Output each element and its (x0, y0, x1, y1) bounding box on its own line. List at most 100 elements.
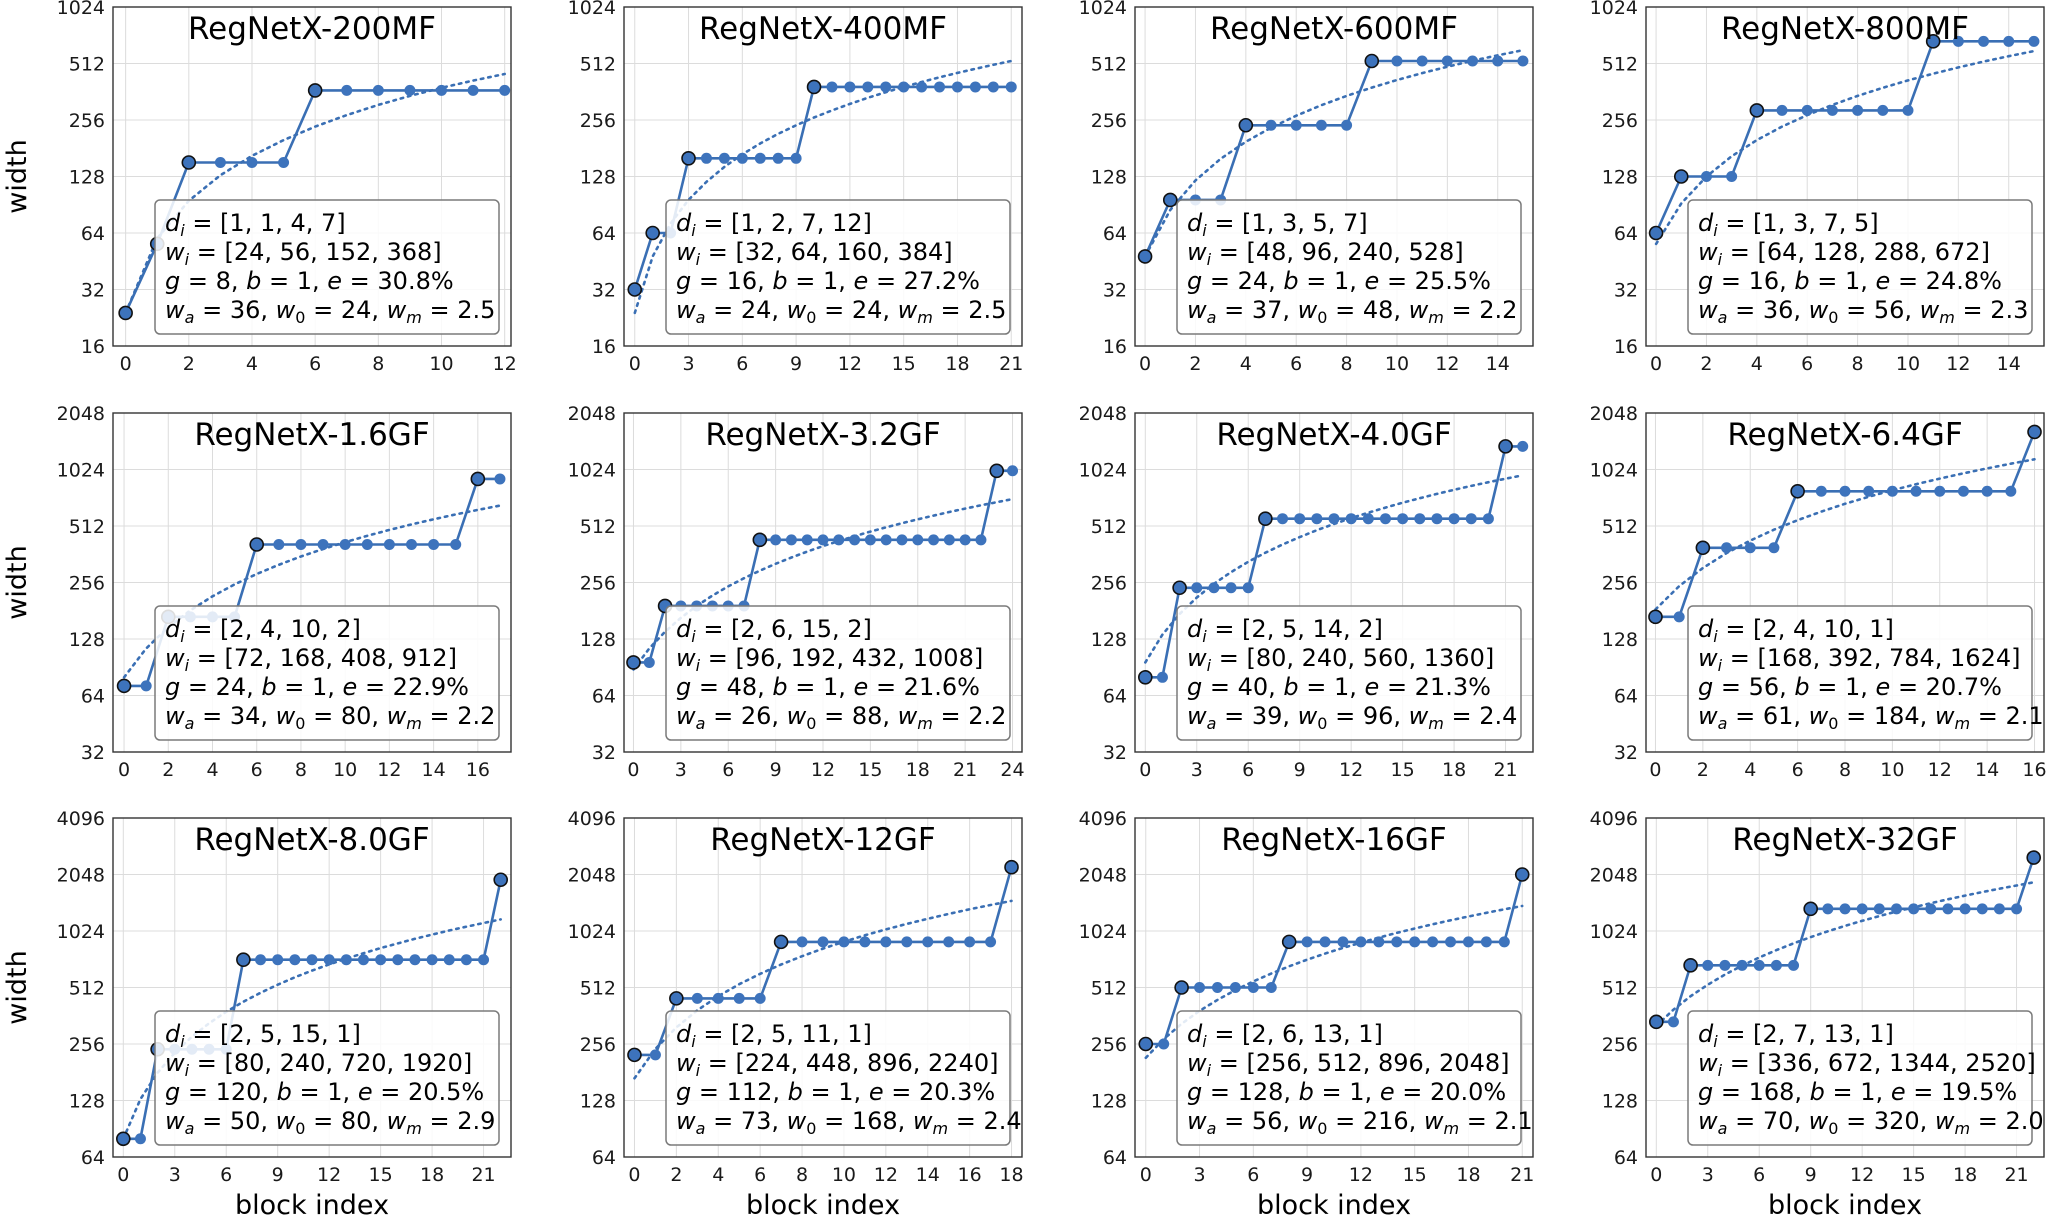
plot-frame (1645, 817, 2045, 1158)
y-tick-label: 2048 (57, 865, 105, 887)
y-tick-label: 256 (1602, 573, 1638, 595)
y-tick-label: 512 (1602, 54, 1638, 76)
chart-panel-12: 0 3 6 9 12 15 18 21 64 128 256 512 1024 2048 4096 RegNe… (1590, 808, 2045, 1221)
y-tick-label: 512 (580, 54, 616, 76)
y-tick-label: 1024 (57, 0, 105, 19)
x-tick-label: 12 (493, 353, 517, 375)
x-tick-label: 12 (1928, 759, 1952, 781)
width-point (1952, 35, 1964, 47)
y-tick-label: 128 (1091, 1091, 1127, 1113)
width-point (1158, 1038, 1170, 1050)
width-point (1007, 465, 1019, 477)
annotation-params: g = 56, b = 1, e = 20.7% (1698, 673, 2002, 701)
width-point (649, 1049, 661, 1061)
annotation-box (1687, 605, 2033, 741)
width-point (273, 539, 285, 551)
y-tick-label: 64 (1614, 223, 1638, 245)
stage-start-point (1673, 169, 1689, 184)
y-tick-label: 512 (1091, 54, 1127, 76)
x-tick-label: 6 (722, 759, 734, 781)
plot-frame (112, 412, 512, 753)
annotation-params: g = 168, b = 1, e = 19.5% (1698, 1078, 2017, 1106)
x-tick-label: 14 (1997, 353, 2021, 375)
plot-frame (1134, 6, 1534, 347)
chart-title: RegNetX-1.6GF (194, 417, 429, 453)
width-point (1311, 513, 1323, 525)
annotation-box (1176, 199, 1522, 335)
width-point (1319, 936, 1331, 948)
chart-title: RegNetX-8.0GF (194, 822, 429, 858)
stage-start-point (470, 471, 486, 487)
y-tick-label: 16 (1103, 336, 1127, 358)
y-tick-label: 128 (69, 167, 105, 189)
x-tick-label: 12 (874, 1164, 898, 1186)
width-point (1362, 513, 1374, 525)
width-point (1976, 903, 1988, 915)
width-point (1993, 903, 2005, 915)
x-tick-label: 21 (999, 353, 1023, 375)
y-tick-label: 256 (1602, 1034, 1638, 1056)
x-tick-label: 18 (1953, 1164, 1977, 1186)
y-tick-label: 16 (1614, 336, 1638, 358)
annotation-params: g = 48, b = 1, e = 21.6% (676, 673, 980, 701)
annotation-widths: wi = [80, 240, 720, 1920] (165, 1049, 472, 1080)
chart-title: RegNetX-32GF (1732, 822, 1958, 858)
y-tick-label: 2048 (568, 865, 616, 887)
annotation-box (1176, 605, 1522, 741)
stage-start-point (1749, 103, 1765, 118)
x-tick-label: 0 (1649, 759, 1661, 781)
y-tick-label: 512 (1602, 978, 1638, 1000)
width-point (826, 81, 838, 93)
x-tick-label: 14 (422, 759, 446, 781)
y-tick-label: 256 (580, 110, 616, 132)
x-tick-label: 4 (246, 353, 258, 375)
width-point (1890, 903, 1902, 915)
trend-line (1655, 880, 2035, 1028)
x-tick-label: 12 (1339, 759, 1363, 781)
x-tick-label: 18 (1442, 759, 1466, 781)
width-point (817, 936, 829, 948)
annotation-params: g = 40, b = 1, e = 21.3% (1187, 673, 1491, 701)
width-point (460, 954, 472, 966)
stage-start-point (2026, 850, 2042, 865)
y-tick-label: 128 (69, 629, 105, 651)
width-point (1379, 513, 1391, 525)
width-point (1265, 119, 1277, 131)
width-point (1726, 171, 1738, 182)
width-point (1341, 119, 1353, 131)
annotation-params: g = 16, b = 1, e = 27.2% (676, 267, 980, 295)
width-point (1801, 104, 1813, 116)
annotation-fit: wa = 36, w0 = 24, wm = 2.5 (165, 296, 495, 327)
width-point (1719, 959, 1731, 971)
width-point (1315, 119, 1327, 131)
width-point (901, 936, 913, 948)
width-point (943, 534, 955, 546)
x-tick-label: 6 (220, 1164, 232, 1186)
chart-title: RegNetX-200MF (188, 11, 436, 47)
x-tick-label: 14 (1486, 353, 1510, 375)
x-tick-label: 9 (272, 1164, 284, 1186)
x-tick-label: 2 (1189, 353, 1201, 375)
x-tick-label: 10 (429, 353, 453, 375)
width-point (246, 156, 258, 168)
width-point (1873, 903, 1885, 915)
width-point (1736, 959, 1748, 971)
width-point (1467, 55, 1479, 67)
annotation-depths: di = [2, 5, 15, 1] (165, 1020, 361, 1051)
chart-title: RegNetX-16GF (1221, 822, 1447, 858)
x-axis-label: block index (746, 1190, 900, 1221)
stage-start-point (1648, 225, 1664, 241)
annotation-depths: di = [2, 5, 14, 2] (1187, 615, 1383, 646)
width-point (317, 539, 329, 551)
annotation-depths: di = [2, 4, 10, 2] (165, 615, 361, 646)
x-tick-label: 2 (1697, 759, 1709, 781)
y-tick-label: 32 (592, 742, 616, 764)
x-tick-label: 21 (953, 759, 977, 781)
stage-start-point (236, 952, 251, 968)
chart-panel-6: 0 3 6 9 12 15 18 21 24 32 64 128 256 512 1024 2048 RegNe… (568, 403, 1025, 781)
stage-start-point (752, 532, 768, 548)
y-tick-label: 1024 (1590, 460, 1638, 482)
width-point (1397, 513, 1409, 525)
width-point (934, 81, 946, 93)
y-tick-label: 64 (81, 223, 105, 245)
